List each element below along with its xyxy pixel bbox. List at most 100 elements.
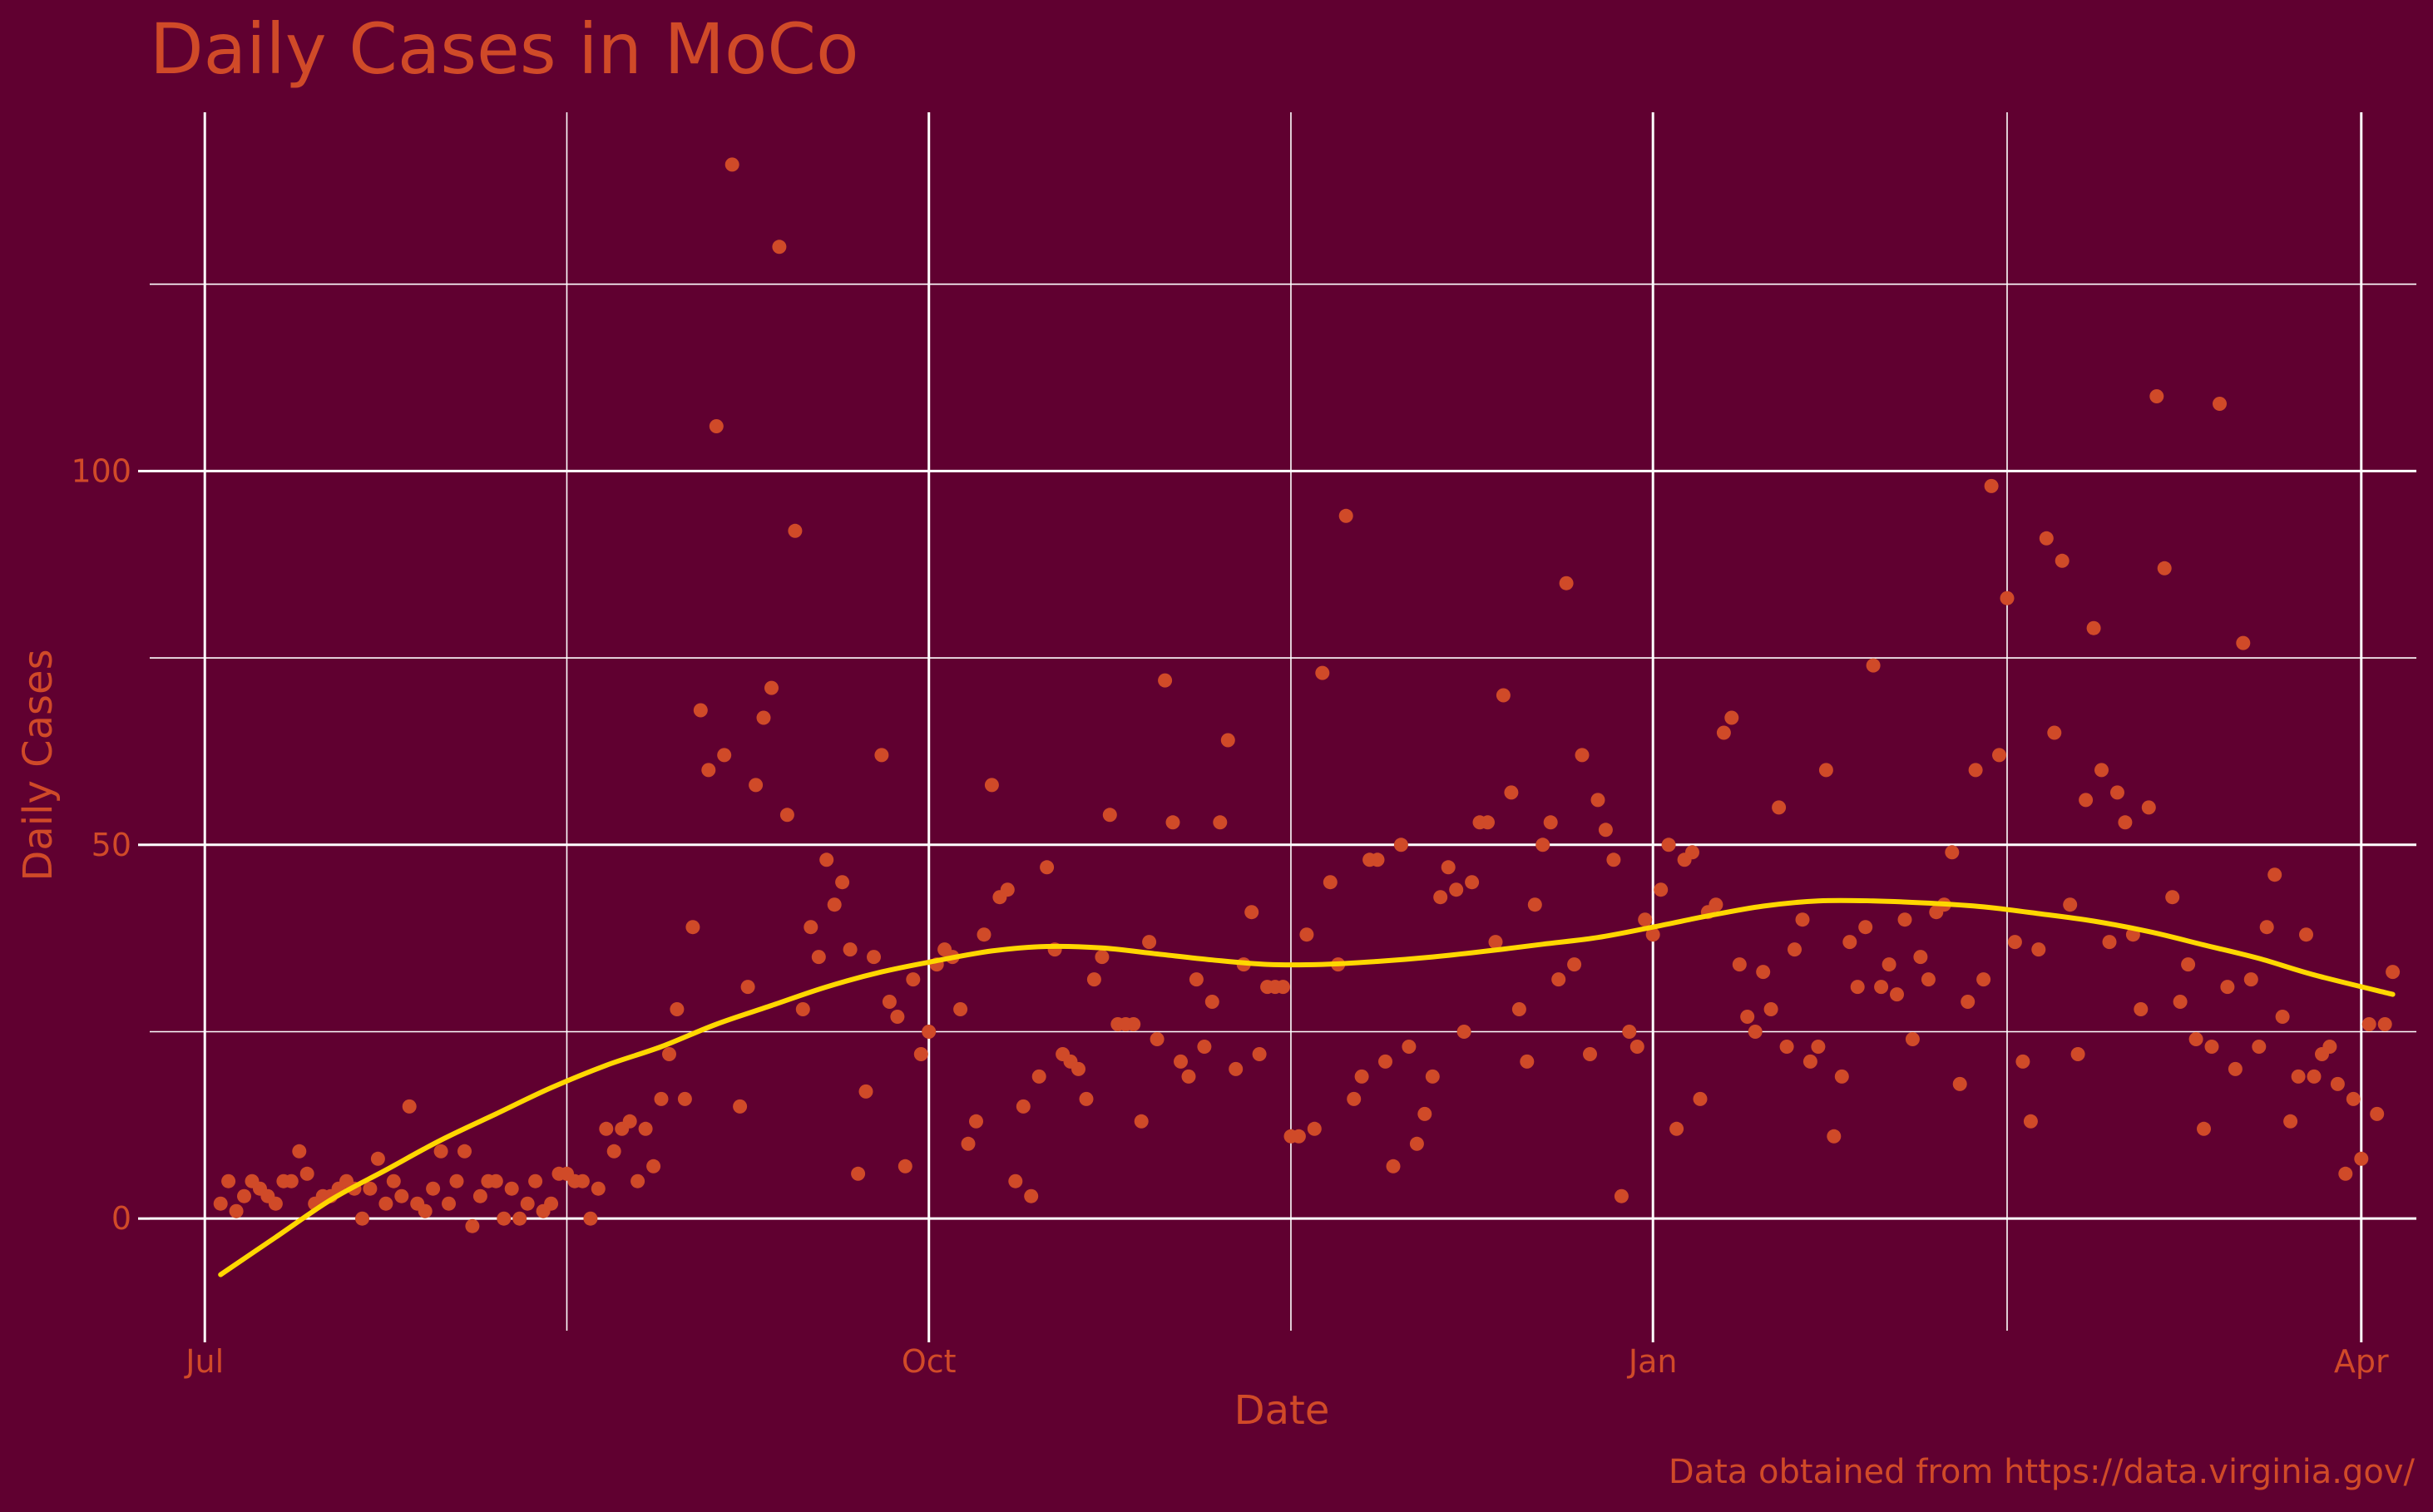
data-point (1788, 942, 1802, 957)
data-point (1661, 838, 1676, 852)
data-point (2259, 920, 2274, 935)
data-point (1834, 1069, 1849, 1084)
data-point (984, 778, 999, 793)
data-point (1378, 1054, 1392, 1069)
data-point (977, 927, 991, 942)
data-point (1921, 972, 1936, 987)
data-point (2267, 867, 2282, 882)
data-point (1197, 1040, 1212, 1054)
data-point (2165, 890, 2180, 905)
data-point (1740, 1010, 1755, 1024)
data-point (433, 1144, 448, 1159)
data-point (1016, 1099, 1031, 1114)
caption: Data obtained from https://data.virginia… (1669, 1453, 2416, 1491)
data-point (378, 1196, 393, 1211)
data-point (2079, 793, 2094, 808)
data-point (2243, 972, 2258, 987)
data-point (1858, 920, 1873, 935)
data-point (913, 1047, 928, 1061)
data-point (654, 1091, 669, 1106)
data-point (2386, 965, 2401, 980)
data-point (520, 1196, 535, 1211)
data-point (2197, 1121, 2211, 1136)
data-point (1976, 972, 1991, 987)
data-point (583, 1211, 598, 1226)
y-tick-label: 100 (71, 452, 131, 489)
data-point (512, 1211, 527, 1226)
data-point (2007, 935, 2022, 950)
data-point (1763, 1002, 1778, 1016)
data-point (898, 1159, 912, 1174)
data-point (591, 1181, 606, 1196)
data-point (528, 1174, 543, 1188)
data-point (1338, 508, 1353, 523)
data-point (1629, 1040, 1644, 1054)
data-point (1897, 912, 1912, 927)
data-point (1040, 860, 1055, 875)
data-point (1126, 1017, 1141, 1031)
data-point (2354, 1151, 2369, 1166)
data-point (2015, 1054, 2030, 1069)
data-point (1905, 1032, 1920, 1046)
data-point (1606, 852, 1621, 867)
data-point (2236, 635, 2251, 650)
x-tick-label: Oct (902, 1343, 957, 1380)
data-point (1315, 665, 1330, 680)
chart-title: Daily Cases in MoCo (150, 8, 858, 90)
data-point (1850, 980, 1865, 995)
data-point (1425, 1069, 1440, 1084)
data-point (922, 1025, 937, 1039)
data-point (882, 995, 897, 1009)
data-point (890, 1010, 905, 1024)
data-point (1802, 1054, 1817, 1069)
y-axis-title: Daily Cases (15, 649, 62, 881)
data-point (1370, 852, 1385, 867)
data-point (740, 980, 755, 995)
data-point (1158, 673, 1173, 688)
data-point (804, 920, 818, 935)
data-point (386, 1174, 401, 1188)
data-point (677, 1091, 692, 1106)
data-point (1213, 815, 1228, 830)
data-point (961, 1136, 976, 1151)
data-point (1102, 808, 1117, 823)
data-point (488, 1174, 503, 1188)
data-point (2157, 561, 2172, 576)
data-point (779, 808, 794, 823)
data-point (2173, 995, 2188, 1009)
data-point (2299, 927, 2313, 942)
data-point (749, 778, 764, 793)
data-point (1890, 987, 1904, 1002)
data-point (1866, 658, 1881, 673)
data-point (1913, 950, 1928, 965)
data-point (1079, 1091, 1094, 1106)
data-point (1984, 478, 1999, 493)
data-point (1818, 763, 1833, 778)
data-point (2307, 1069, 2322, 1084)
data-point (1511, 1002, 1526, 1016)
data-point (1551, 972, 1566, 987)
data-point (1481, 815, 1495, 830)
data-point (575, 1174, 590, 1188)
x-tick-label: Apr (2334, 1343, 2389, 1380)
data-point (1181, 1069, 1196, 1084)
data-point (1748, 1025, 1763, 1039)
data-point (1086, 972, 1101, 987)
data-point (1204, 995, 1219, 1009)
data-point (2322, 1040, 2337, 1054)
data-point (2039, 531, 2054, 546)
data-point (622, 1114, 637, 1129)
data-point (229, 1203, 244, 1218)
axes: 0 50 100 Jul Oct Jan Apr (71, 452, 2389, 1380)
data-point (1150, 1032, 1165, 1046)
data-point (2283, 1114, 2298, 1129)
data-point (1354, 1069, 1369, 1084)
data-point (1952, 1076, 1967, 1091)
data-point (1024, 1188, 1039, 1203)
trend-line-group (218, 897, 2396, 1277)
data-point (2275, 1010, 2290, 1024)
data-point (2220, 980, 2235, 995)
data-point (646, 1159, 661, 1174)
data-point (2181, 957, 2196, 972)
